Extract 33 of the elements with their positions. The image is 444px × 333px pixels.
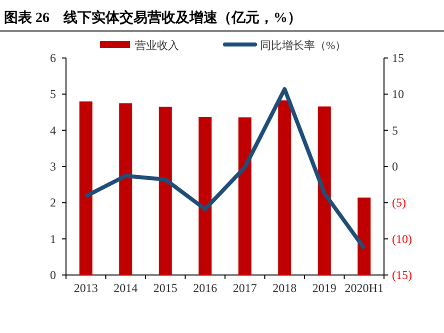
y-tick-label: 5 xyxy=(50,87,56,102)
y-tick-label: 6 xyxy=(50,51,56,65)
y2-tick-label: (5) xyxy=(392,196,406,210)
bar xyxy=(198,116,212,275)
y2-tick-label: (10) xyxy=(392,232,412,246)
x-tick-label: 2019 xyxy=(312,281,336,295)
x-tick-label: 2018 xyxy=(272,281,297,295)
bar xyxy=(238,117,252,275)
y2-tick-label: 15 xyxy=(392,51,404,65)
x-tick-label: 2016 xyxy=(193,281,218,295)
y2-tick-label: 5 xyxy=(392,123,398,138)
y-tick-label: 3 xyxy=(50,160,56,174)
x-tick-label: 2014 xyxy=(114,281,138,295)
bar xyxy=(79,101,92,275)
chart-title: 图表 26 线下实体交易营收及增速（亿元，%） xyxy=(4,9,302,26)
y-tick-label: 1 xyxy=(50,232,56,246)
legend-label: 同比增长率（%） xyxy=(260,39,346,52)
x-tick-label: 2015 xyxy=(153,281,178,295)
y2-tick-label: (15) xyxy=(392,268,412,282)
y-tick-label: 0 xyxy=(50,268,56,282)
bar xyxy=(278,100,292,275)
y2-tick-label: 10 xyxy=(392,87,404,102)
bar xyxy=(318,106,331,275)
x-tick-label: 2017 xyxy=(232,281,257,295)
bar xyxy=(358,198,371,275)
x-tick-label: 2013 xyxy=(74,281,98,295)
legend-label: 营业收入 xyxy=(135,39,179,52)
x-tick-label: 2020H1 xyxy=(344,281,384,295)
bar xyxy=(158,106,172,275)
y-tick-label: 4 xyxy=(50,123,56,138)
y2-tick-label: 0 xyxy=(392,160,398,174)
bar xyxy=(119,103,132,275)
y-tick-label: 2 xyxy=(50,196,56,210)
